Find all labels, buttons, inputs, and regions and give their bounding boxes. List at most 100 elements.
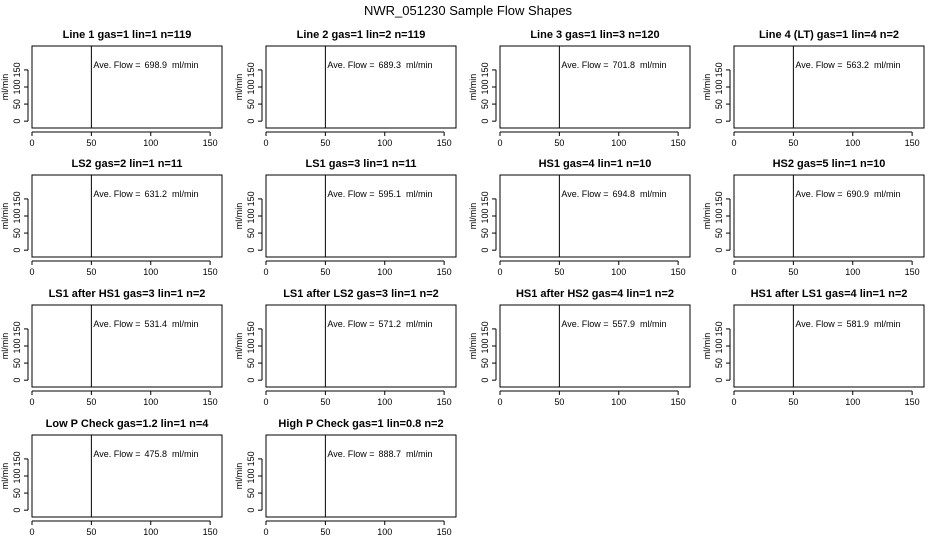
panel-title: Line 3 gas=1 lin=3 n=120 (530, 29, 659, 41)
plot-frame (499, 45, 691, 129)
y-tick-label: 150 (480, 191, 490, 206)
x-tick-label: 100 (143, 138, 158, 148)
x-tick-label: 150 (671, 397, 686, 407)
x-tick-label: 150 (203, 267, 218, 277)
flow-panel: Line 1 gas=1 lin=1 n=119 0 50 100 150 0 50 100 1… (0, 29, 223, 148)
x-tick-label: 50 (788, 397, 798, 407)
ave-flow-value: 475.8 (144, 449, 167, 459)
x-tick-label: 0 (29, 527, 34, 537)
x-tick-label: 50 (86, 397, 96, 407)
x-tick-label: 50 (554, 397, 564, 407)
panel-title: Line 2 gas=1 lin=2 n=119 (297, 29, 426, 41)
flow-panel: Line 2 gas=1 lin=2 n=119 0 50 100 150 0 50 100 1… (234, 29, 457, 148)
y-axis-label: ml/min (468, 203, 478, 230)
y-tick-label: 150 (12, 62, 22, 77)
panels-grid: Line 1 gas=1 lin=1 n=119 0 50 100 150 0 50 100 1… (0, 29, 925, 537)
y-tick-label: 150 (714, 321, 724, 336)
x-tick-label: 50 (86, 527, 96, 537)
ave-flow-value: 698.9 (144, 60, 167, 70)
x-tick-label: 0 (29, 267, 34, 277)
x-tick-label: 150 (437, 138, 452, 148)
y-tick-label: 50 (480, 99, 490, 109)
plot-frame (499, 304, 691, 388)
y-tick-label: 150 (714, 191, 724, 206)
plot-frame (265, 174, 457, 258)
plot-frame (499, 174, 691, 258)
ave-flow-unit: ml/min (640, 60, 667, 70)
x-tick-label: 100 (143, 527, 158, 537)
ave-flow-unit: ml/min (172, 319, 199, 329)
y-tick-label: 0 (12, 508, 22, 513)
ave-flow-unit: ml/min (406, 319, 433, 329)
x-tick-label: 50 (320, 527, 330, 537)
ave-flow-value: 631.2 (144, 189, 167, 199)
ave-flow-value: 595.1 (378, 189, 401, 199)
y-tick-label: 100 (714, 208, 724, 223)
y-tick-label: 50 (246, 488, 256, 498)
x-tick-label: 0 (263, 527, 268, 537)
x-tick-label: 50 (554, 138, 564, 148)
y-tick-label: 150 (480, 62, 490, 77)
flow-panel: HS1 after LS1 gas=4 lin=1 n=2 0 50 100 150 0 5… (702, 288, 925, 407)
x-tick-label: 150 (203, 397, 218, 407)
y-tick-label: 150 (246, 191, 256, 206)
x-tick-label: 50 (788, 138, 798, 148)
flow-panel: HS1 gas=4 lin=1 n=100 50 100 150050100150ml… (468, 158, 691, 277)
x-tick-label: 100 (845, 267, 860, 277)
x-tick-label: 0 (497, 267, 502, 277)
flow-panel: High P Check gas=1 lin=0.8 n=2 0 50 100 150 0… (234, 418, 457, 537)
ave-flow-prefix: Ave. Flow = (93, 449, 140, 459)
plot-frame (31, 45, 223, 129)
y-tick-label: 0 (12, 378, 22, 383)
x-tick-label: 50 (86, 138, 96, 148)
ave-flow-prefix: Ave. Flow = (327, 449, 374, 459)
y-tick-label: 150 (714, 62, 724, 77)
panel-title: LS1 after HS1 gas=3 lin=1 n=2 (49, 288, 206, 300)
x-tick-label: 100 (845, 397, 860, 407)
ave-flow-annotation: Ave. Flow = 563.2 ml/min (795, 60, 900, 70)
x-tick-label: 50 (554, 267, 564, 277)
x-tick-label: 150 (905, 397, 920, 407)
y-axis-label: ml/min (468, 74, 478, 101)
y-tick-label: 50 (714, 358, 724, 368)
ave-flow-unit: ml/min (874, 60, 901, 70)
panel-title: LS2 gas=2 lin=1 n=11 (72, 158, 183, 170)
x-tick-label: 0 (497, 138, 502, 148)
y-tick-label: 0 (246, 248, 256, 253)
y-tick-label: 50 (246, 99, 256, 109)
x-tick-label: 100 (611, 138, 626, 148)
y-tick-label: 150 (246, 321, 256, 336)
ave-flow-prefix: Ave. Flow = (93, 60, 140, 70)
plot-frame (265, 434, 457, 518)
ave-flow-annotation: Ave. Flow = 557.9 ml/min (561, 319, 666, 329)
x-tick-label: 100 (377, 267, 392, 277)
x-tick-label: 100 (611, 397, 626, 407)
y-axis-label: ml/min (468, 333, 478, 360)
y-tick-label: 150 (12, 321, 22, 336)
x-tick-label: 150 (671, 138, 686, 148)
ave-flow-annotation: Ave. Flow = 581.9 ml/min (795, 319, 900, 329)
x-tick-label: 0 (29, 397, 34, 407)
ave-flow-prefix: Ave. Flow = (93, 189, 140, 199)
y-tick-label: 100 (246, 208, 256, 223)
y-tick-label: 100 (480, 338, 490, 353)
y-tick-label: 50 (12, 488, 22, 498)
x-tick-label: 0 (731, 138, 736, 148)
x-tick-label: 0 (263, 267, 268, 277)
x-tick-label: 150 (905, 138, 920, 148)
plot-frame (265, 304, 457, 388)
y-axis-label: ml/min (234, 74, 244, 101)
ave-flow-annotation: Ave. Flow = 531.4 ml/min (93, 319, 198, 329)
x-tick-label: 150 (437, 267, 452, 277)
y-tick-label: 0 (480, 378, 490, 383)
y-axis-label: ml/min (0, 333, 10, 360)
y-tick-label: 0 (246, 508, 256, 513)
ave-flow-prefix: Ave. Flow = (561, 189, 608, 199)
panel-title: HS1 after LS1 gas=4 lin=1 n=2 (751, 288, 908, 300)
panel-title: HS1 after HS2 gas=4 lin=1 n=2 (516, 288, 674, 300)
ave-flow-prefix: Ave. Flow = (795, 60, 842, 70)
panel-title: HS1 gas=4 lin=1 n=10 (539, 158, 652, 170)
y-tick-label: 0 (246, 378, 256, 383)
x-tick-label: 150 (905, 267, 920, 277)
